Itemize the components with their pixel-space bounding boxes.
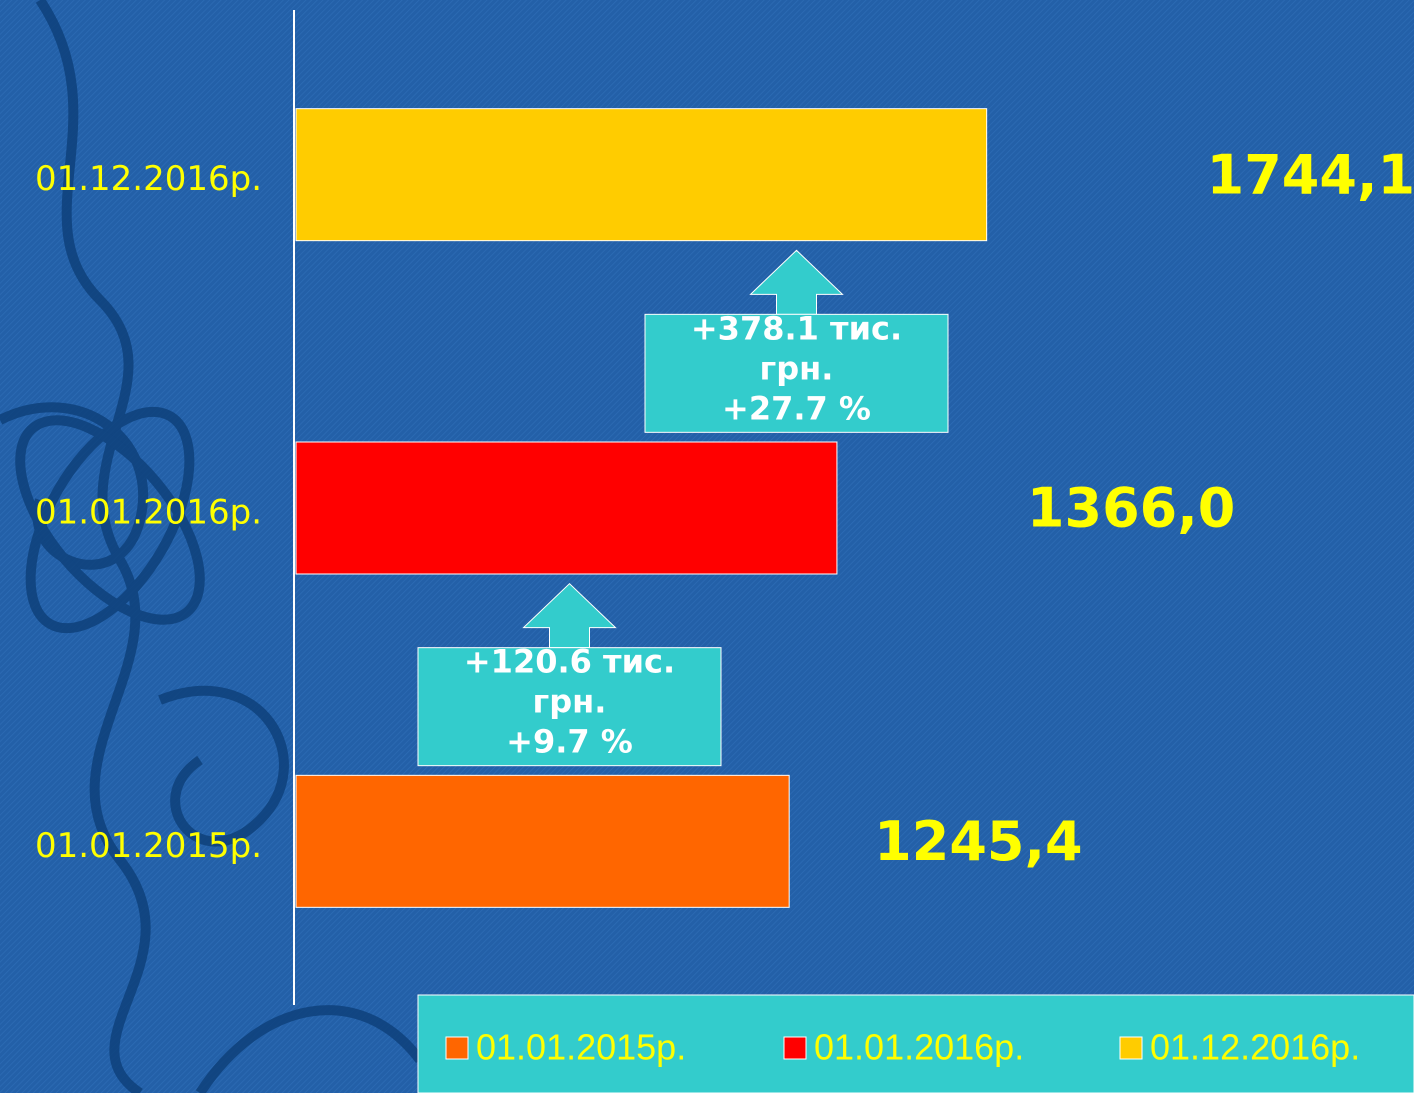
legend-label: 01.12.2016р.: [1150, 1027, 1360, 1068]
legend-label: 01.01.2016р.: [814, 1027, 1024, 1068]
value-label: 1245,4: [874, 810, 1082, 873]
annotation-text: грн.: [760, 349, 834, 387]
page: 01.01.2015р. 1245,4 01.01.2016р. 1366,0 01.1…: [0, 0, 1414, 1093]
value-label: 1366,0: [1027, 477, 1235, 540]
y-tick-label: 01.01.2015р.: [35, 826, 262, 866]
bar: [296, 775, 789, 907]
annotation-text: +120.6 тис.: [464, 643, 675, 681]
bar: [296, 109, 987, 241]
legend-swatch: [784, 1037, 806, 1059]
y-tick-label: 01.01.2016р.: [35, 493, 262, 533]
bar: [296, 442, 837, 574]
annotation-text: грн.: [533, 683, 607, 721]
annotation-text: +9.7 %: [506, 723, 633, 761]
value-label: 1744,1: [1207, 143, 1414, 206]
annotation-text: +378.1 тис.: [691, 309, 902, 347]
chart: 01.01.2015р. 1245,4 01.01.2016р. 1366,0 01.1…: [0, 0, 1414, 1093]
legend-swatch: [446, 1037, 468, 1059]
legend-swatch: [1120, 1037, 1142, 1059]
legend-label: 01.01.2015р.: [476, 1027, 686, 1068]
annotation-text: +27.7 %: [722, 389, 871, 427]
y-tick-label: 01.12.2016р.: [35, 159, 262, 199]
